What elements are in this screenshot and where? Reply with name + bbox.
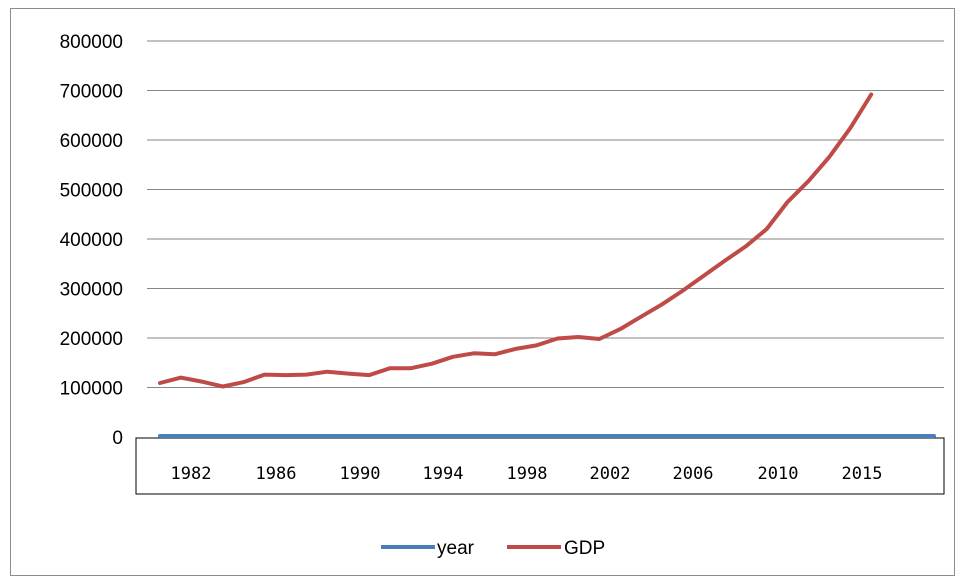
y-tick-label: 700000: [60, 82, 123, 103]
line-chart: 0 100000 200000 300000 400000 500000 600000 700…: [60, 32, 945, 559]
y-tick-label: 800000: [60, 32, 123, 53]
x-tick-label: 1998: [507, 464, 548, 484]
y-tick-label: 300000: [60, 280, 123, 301]
chart-frame: 0 100000 200000 300000 400000 500000 600000 700…: [10, 8, 955, 576]
series-line-gdp: [158, 92, 874, 389]
x-tick-label: 2010: [758, 464, 799, 484]
legend-label-year: year: [437, 538, 475, 559]
y-tick-label: 400000: [60, 230, 123, 251]
x-tick-label: 1986: [256, 464, 297, 484]
x-tick-label: 2015: [842, 464, 883, 484]
legend: year GDP: [381, 538, 605, 559]
x-tick-label: 1982: [171, 464, 212, 484]
y-tick-label: 200000: [60, 329, 123, 350]
x-axis-ticks: 1982 1986 1990 1994 1998 2002 2006 2010 2015: [171, 464, 883, 484]
x-tick-label: 1994: [423, 464, 464, 484]
gridlines: [147, 40, 944, 388]
x-tick-label: 1990: [340, 464, 381, 484]
y-axis-ticks: 0 100000 200000 300000 400000 500000 600000 700…: [60, 32, 123, 449]
y-tick-label: 100000: [60, 379, 123, 400]
y-tick-label: 500000: [60, 181, 123, 202]
legend-label-gdp: GDP: [564, 538, 605, 559]
x-tick-label: 2006: [673, 464, 714, 484]
x-tick-label: 2002: [590, 464, 631, 484]
y-tick-label: 600000: [60, 131, 123, 152]
y-tick-label: 0: [112, 428, 123, 449]
series-lines: [158, 92, 936, 438]
